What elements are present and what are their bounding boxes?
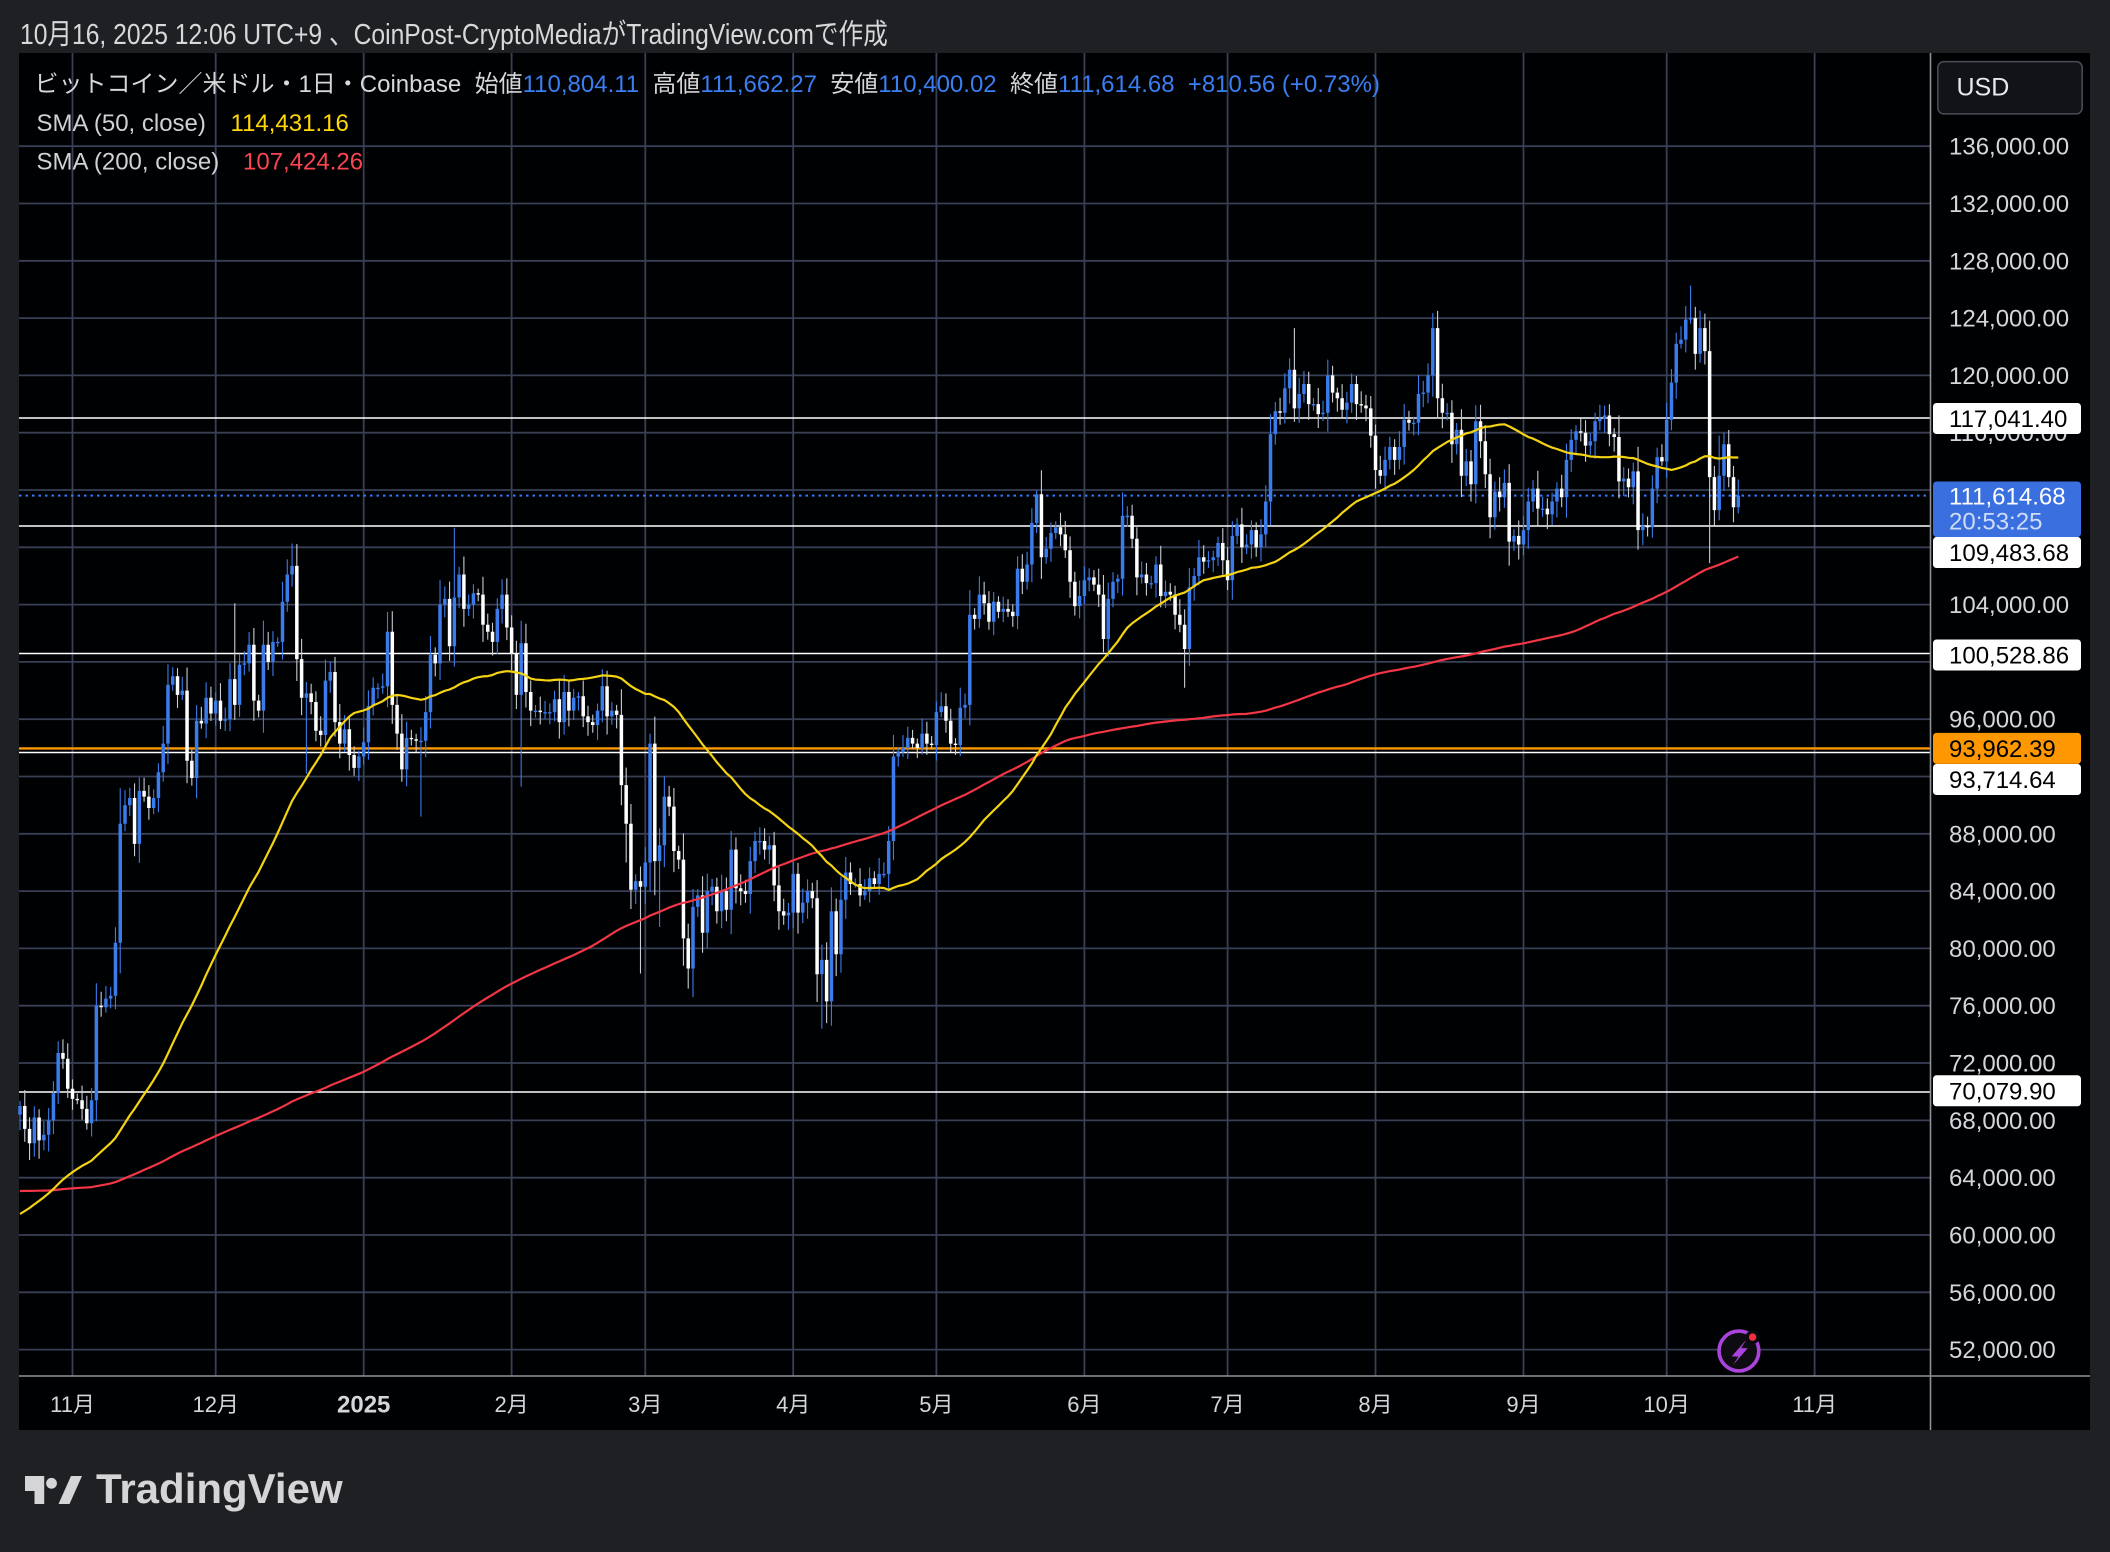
svg-text:124,000.00: 124,000.00 bbox=[1949, 306, 2069, 333]
svg-text:104,000.00: 104,000.00 bbox=[1949, 592, 2069, 619]
svg-text:72,000.00: 72,000.00 bbox=[1949, 1051, 2056, 1078]
svg-text:110,804.11: 110,804.11 bbox=[523, 71, 640, 98]
svg-text:TradingView: TradingView bbox=[96, 1465, 343, 1512]
svg-text:128,000.00: 128,000.00 bbox=[1949, 248, 2069, 275]
svg-text:117,041.40: 117,041.40 bbox=[1949, 406, 2067, 433]
svg-text:68,000.00: 68,000.00 bbox=[1949, 1108, 2056, 1135]
svg-text:132,000.00: 132,000.00 bbox=[1949, 191, 2069, 218]
svg-text:76,000.00: 76,000.00 bbox=[1949, 993, 2056, 1020]
svg-text:107,424.26: 107,424.26 bbox=[243, 148, 363, 175]
svg-text:USD: USD bbox=[1957, 74, 2010, 102]
svg-text:20:53:25: 20:53:25 bbox=[1949, 509, 2042, 536]
svg-text:80,000.00: 80,000.00 bbox=[1949, 936, 2056, 963]
svg-text:5: 5 bbox=[919, 1392, 931, 1417]
svg-text:SMA (50, close): SMA (50, close) bbox=[37, 110, 206, 137]
svg-text:1: 1 bbox=[299, 71, 312, 98]
svg-text:93,714.64: 93,714.64 bbox=[1949, 767, 2056, 794]
svg-text:84,000.00: 84,000.00 bbox=[1949, 879, 2056, 906]
svg-text:6: 6 bbox=[1067, 1392, 1079, 1417]
svg-text:88,000.00: 88,000.00 bbox=[1949, 821, 2056, 848]
svg-text:2: 2 bbox=[495, 1392, 507, 1417]
svg-text:CoinPost-CryptoMedia: CoinPost-CryptoMedia bbox=[354, 18, 602, 50]
svg-text:111,662.27: 111,662.27 bbox=[700, 71, 817, 98]
svg-text:70,079.90: 70,079.90 bbox=[1949, 1078, 2056, 1105]
svg-text:136,000.00: 136,000.00 bbox=[1949, 134, 2069, 161]
svg-text:52,000.00: 52,000.00 bbox=[1949, 1337, 2056, 1364]
svg-text:11: 11 bbox=[50, 1392, 73, 1417]
svg-text:10: 10 bbox=[1643, 1392, 1667, 1417]
svg-text:9: 9 bbox=[1506, 1392, 1518, 1417]
svg-text:114,431.16: 114,431.16 bbox=[231, 110, 349, 137]
svg-text:2025: 2025 bbox=[337, 1392, 390, 1419]
svg-text:120,000.00: 120,000.00 bbox=[1949, 363, 2069, 390]
svg-text:56,000.00: 56,000.00 bbox=[1949, 1280, 2056, 1307]
svg-text:4: 4 bbox=[776, 1392, 788, 1417]
svg-text:109,483.68: 109,483.68 bbox=[1949, 540, 2069, 567]
svg-text:7: 7 bbox=[1210, 1392, 1222, 1417]
svg-text:100,528.86: 100,528.86 bbox=[1949, 643, 2069, 670]
svg-text:110,400.02: 110,400.02 bbox=[878, 71, 996, 98]
svg-text:111,614.68: 111,614.68 bbox=[1949, 484, 2066, 511]
svg-text:111,614.68: 111,614.68 bbox=[1058, 71, 1175, 98]
svg-text:3: 3 bbox=[628, 1392, 640, 1417]
svg-text:8: 8 bbox=[1358, 1392, 1370, 1417]
svg-text:16, 2025 12:06 UTC+9: 16, 2025 12:06 UTC+9 bbox=[72, 18, 322, 50]
svg-text:Coinbase: Coinbase bbox=[360, 71, 461, 98]
svg-text:93,962.39: 93,962.39 bbox=[1949, 736, 2056, 763]
svg-text:11: 11 bbox=[1792, 1392, 1815, 1417]
svg-text:TradingView.com: TradingView.com bbox=[626, 18, 814, 50]
svg-text:60,000.00: 60,000.00 bbox=[1949, 1223, 2056, 1250]
svg-text:96,000.00: 96,000.00 bbox=[1949, 707, 2056, 734]
svg-text:12: 12 bbox=[193, 1392, 217, 1417]
svg-text:64,000.00: 64,000.00 bbox=[1949, 1165, 2056, 1192]
svg-text:SMA (200, close): SMA (200, close) bbox=[37, 148, 220, 175]
svg-text:+810.56 (+0.73%): +810.56 (+0.73%) bbox=[1188, 71, 1380, 98]
svg-text:10: 10 bbox=[20, 18, 47, 50]
